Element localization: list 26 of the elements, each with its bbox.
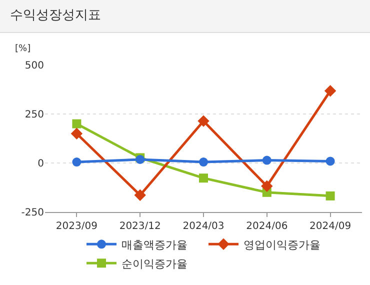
point — [72, 158, 82, 167]
point — [199, 158, 208, 167]
x-tick-label: 2023/12 — [119, 221, 161, 232]
x-tick-label: 2024/09 — [310, 221, 352, 232]
y-tick-label: 500 — [24, 60, 44, 72]
y-tick-label: -250 — [21, 208, 44, 218]
y-axis-title: [%] — [15, 44, 31, 54]
point — [261, 180, 273, 192]
x-tick-label: 2024/03 — [182, 221, 224, 232]
point — [326, 156, 335, 166]
x-tick-label: 2024/06 — [246, 221, 288, 232]
point — [324, 85, 336, 97]
point — [198, 115, 210, 127]
y-tick-label: 0 — [38, 158, 44, 170]
point — [262, 156, 272, 165]
point — [72, 119, 82, 128]
point — [326, 191, 335, 200]
point — [199, 174, 208, 183]
legend-label: 순이익증가율 — [122, 257, 188, 270]
x-tick-label: 2023/09 — [56, 221, 98, 232]
legend-label: 매출액증가율 — [122, 238, 188, 252]
point — [134, 189, 146, 201]
chart-title: 수익성장성지표 — [0, 0, 370, 33]
legend-label: 영업이익증가율 — [244, 238, 320, 252]
point — [70, 128, 83, 140]
y-tick-label: 250 — [24, 110, 44, 120]
